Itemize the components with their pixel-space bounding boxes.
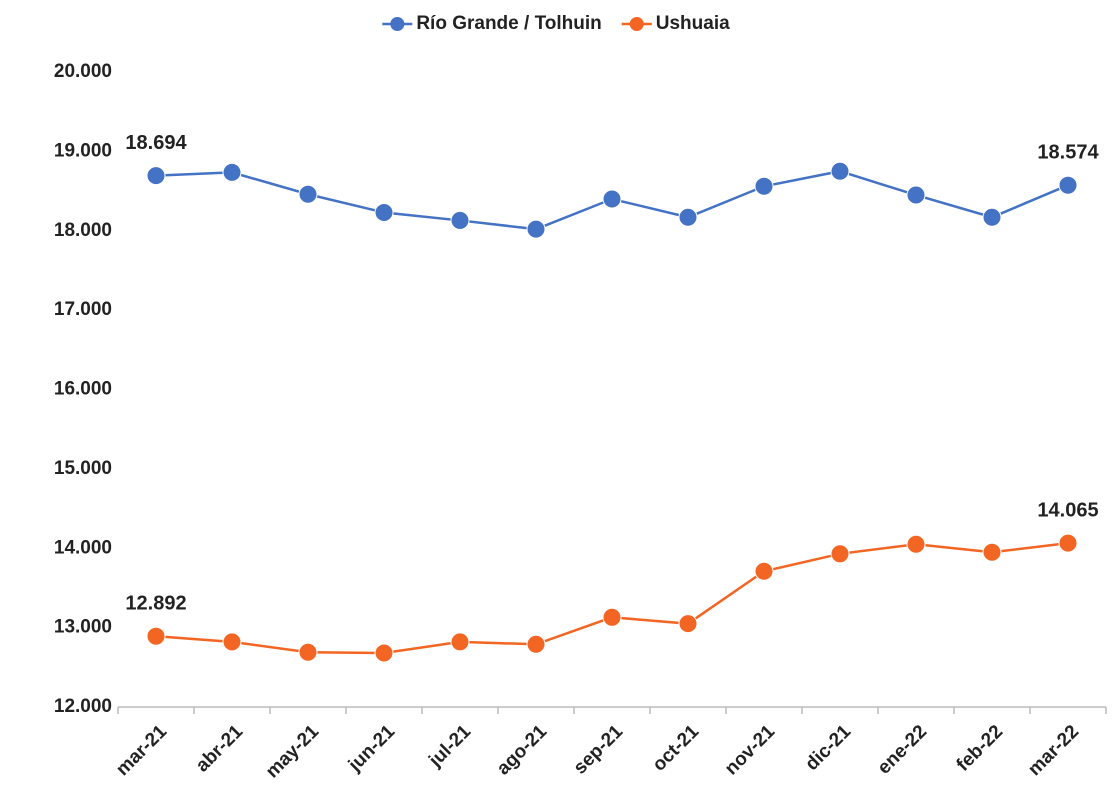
data-point — [374, 202, 394, 222]
data-point — [754, 176, 774, 196]
data-point — [906, 185, 926, 205]
data-label: 18.694 — [125, 132, 187, 154]
data-label: 18.574 — [1037, 141, 1099, 163]
y-tick-label: 19.000 — [54, 140, 112, 161]
y-tick-label: 15.000 — [54, 458, 112, 479]
x-tick-label: mar-22 — [1024, 721, 1083, 780]
x-tick-label: mar-21 — [112, 721, 171, 780]
x-tick-label: ene-22 — [874, 721, 931, 778]
data-point — [146, 626, 166, 646]
legend-label: Río Grande / Tolhuin — [416, 13, 601, 34]
data-point — [982, 207, 1002, 227]
x-tick-label: dic-21 — [801, 721, 855, 775]
data-point — [526, 219, 546, 239]
data-point — [678, 614, 698, 634]
data-point — [298, 642, 318, 662]
data-point — [146, 166, 166, 186]
y-tick-label: 18.000 — [54, 220, 112, 241]
x-tick-label: jul-21 — [424, 721, 475, 772]
data-point — [982, 542, 1002, 562]
x-tick-label: oct-21 — [649, 721, 704, 776]
x-tick-label: jun-21 — [344, 721, 399, 776]
data-point — [906, 534, 926, 554]
legend-marker — [629, 17, 644, 31]
data-label: 14.065 — [1037, 499, 1098, 521]
data-point — [678, 207, 698, 227]
data-point — [450, 210, 470, 230]
x-tick-label: feb-22 — [953, 721, 1007, 775]
legend-item: Río Grande / Tolhuin — [382, 13, 602, 34]
x-tick-label: may-21 — [262, 721, 323, 782]
x-tick-label: sep-21 — [570, 721, 628, 779]
x-tick-label: abr-21 — [192, 721, 247, 776]
data-point — [222, 162, 242, 182]
data-point — [602, 189, 622, 209]
y-tick-label: 20.000 — [54, 61, 112, 82]
data-point — [1058, 175, 1078, 195]
data-point — [1058, 533, 1078, 553]
y-tick-label: 16.000 — [54, 379, 112, 400]
x-tick-label: nov-21 — [721, 721, 779, 779]
data-point — [602, 607, 622, 627]
data-point — [830, 161, 850, 181]
data-point — [526, 634, 546, 654]
data-point — [374, 643, 394, 663]
y-tick-label: 13.000 — [54, 617, 112, 638]
y-tick-label: 12.000 — [54, 696, 112, 717]
y-tick-label: 14.000 — [54, 537, 112, 558]
data-point — [298, 184, 318, 204]
legend-label: Ushuaia — [656, 13, 730, 34]
data-point — [450, 632, 470, 652]
legend-marker — [390, 17, 405, 31]
data-label: 12.892 — [125, 592, 186, 614]
data-point — [830, 544, 850, 564]
series-line — [155, 541, 1069, 655]
data-point — [754, 561, 774, 581]
data-point — [222, 632, 242, 652]
legend: Río Grande / Tolhuin Ushuaia — [382, 13, 730, 34]
legend-item: Ushuaia — [621, 13, 730, 34]
y-tick-label: 17.000 — [54, 299, 112, 320]
x-tick-label: ago-21 — [493, 721, 551, 779]
